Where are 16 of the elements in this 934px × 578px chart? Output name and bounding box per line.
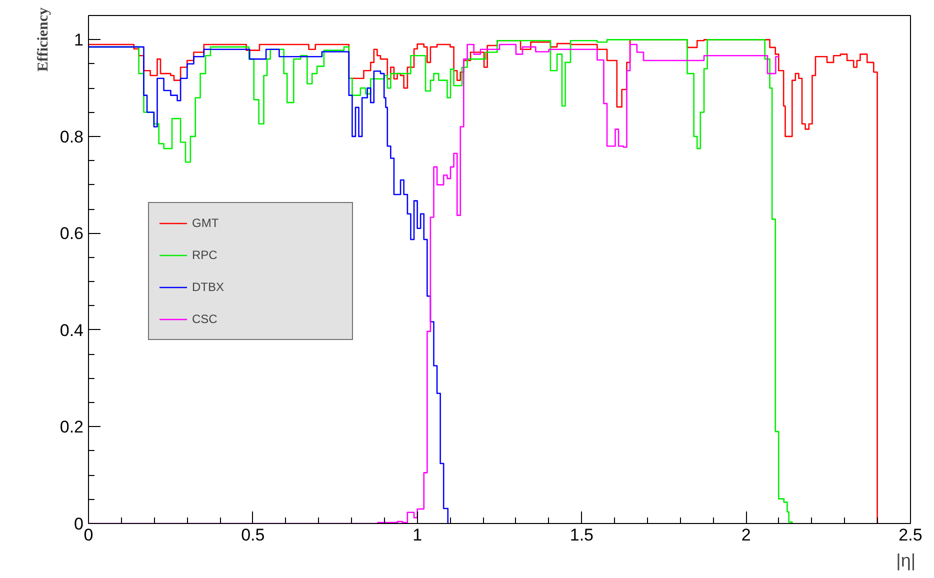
x-axis-title: |η|	[896, 550, 916, 570]
y-axis-title: Efficiency	[36, 7, 52, 72]
x-tick-label: 1	[412, 526, 422, 544]
y-tick-label: 1	[74, 30, 84, 50]
x-tick-label: 0.5	[241, 526, 265, 544]
legend-label: CSC	[192, 312, 218, 326]
legend-label: GMT	[192, 216, 220, 230]
x-tick-label: 1.5	[570, 526, 594, 544]
x-tick-label: 2	[741, 526, 751, 544]
legend-label: RPC	[192, 248, 218, 262]
y-tick-label: 0.6	[60, 224, 84, 244]
y-tick-label: 0.2	[60, 418, 84, 437]
legend-label: DTBX	[192, 280, 226, 294]
x-tick-label: 2.5	[898, 526, 922, 544]
y-tick-label: 0.8	[60, 127, 84, 146]
y-tick-label: 0.4	[60, 320, 84, 340]
